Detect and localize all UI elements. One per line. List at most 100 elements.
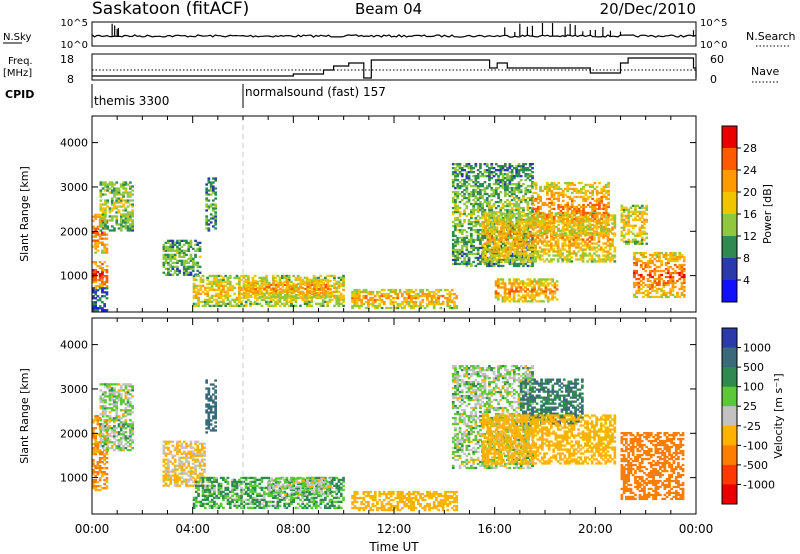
heatmap-cell: [509, 226, 512, 229]
heatmap-cell: [185, 265, 188, 268]
heatmap-cell: [517, 250, 521, 254]
heatmap-cell: [192, 304, 196, 307]
heatmap-cell: [602, 189, 606, 193]
heatmap-cell: [249, 295, 253, 299]
heatmap-cell: [164, 255, 168, 258]
heatmap-cell: [491, 260, 494, 263]
heatmap-cell: [355, 304, 359, 308]
heatmap-cell: [103, 309, 106, 312]
heatmap-cell: [337, 296, 341, 299]
heatmap-cell: [176, 245, 179, 248]
heatmap-cell: [92, 289, 95, 292]
heatmap-cell: [215, 278, 218, 281]
heatmap-cell: [249, 283, 253, 287]
heatmap-cell: [511, 240, 515, 243]
heatmap-cell: [401, 302, 404, 306]
heatmap-cell: [117, 189, 121, 192]
heatmap-cell: [465, 254, 469, 258]
heatmap-cell: [373, 300, 377, 304]
heatmap-cell: [215, 292, 218, 295]
heatmap-cell: [561, 236, 565, 239]
heatmap-cell: [530, 296, 534, 299]
heatmap-cell: [376, 290, 379, 294]
heatmap-cell: [474, 222, 478, 226]
heatmap-cell: [501, 179, 505, 182]
heatmap-cell: [530, 294, 534, 297]
heatmap-cell: [256, 280, 259, 283]
heatmap-cell: [351, 296, 354, 300]
heatmap-cell: [476, 246, 480, 250]
heatmap-cell: [542, 284, 545, 287]
heatmap-cell: [387, 306, 391, 310]
heatmap-cell: [504, 256, 508, 259]
heatmap-cell: [389, 288, 393, 292]
heatmap-cell: [607, 223, 610, 227]
heatmap-cell: [131, 209, 134, 212]
heatmap-cell: [573, 183, 576, 187]
heatmap-cell: [419, 290, 422, 294]
heatmap-cell: [541, 242, 544, 245]
heatmap-cell: [458, 220, 462, 224]
heatmap-cell: [602, 203, 606, 207]
heatmap-cell: [164, 247, 168, 250]
heatmap-cell: [288, 285, 291, 289]
heatmap-cell: [680, 273, 684, 277]
heatmap-cell: [613, 218, 617, 221]
heatmap-cell: [607, 215, 610, 219]
heatmap-cell: [611, 232, 614, 235]
heatmap-cell: [101, 225, 104, 228]
heatmap-cell: [194, 263, 197, 266]
heatmap-cell: [508, 296, 511, 299]
heatmap-cell: [528, 278, 532, 281]
heatmap-cell: [92, 297, 95, 300]
heatmap-cell: [173, 249, 177, 252]
heatmap-cell: [342, 300, 345, 303]
heatmap-cell: [488, 185, 491, 188]
heatmap-cell: [326, 287, 330, 291]
heatmap-cell: [380, 292, 384, 296]
heatmap-cell: [552, 254, 555, 257]
heatmap-cell: [604, 258, 608, 261]
heatmap-cell: [98, 261, 102, 264]
heatmap-cell: [92, 279, 95, 282]
heatmap-cell: [119, 183, 123, 186]
heatmap-cell: [131, 227, 134, 230]
heatmap-cell: [648, 273, 652, 277]
heatmap-cell: [521, 288, 525, 291]
heatmap-cell: [305, 300, 309, 303]
heatmap-cell: [667, 261, 670, 265]
heatmap-cell: [456, 242, 460, 246]
heatmap-cell: [196, 265, 200, 268]
heatmap-cell: [488, 232, 491, 236]
heatmap-cell: [519, 190, 523, 194]
heatmap-cell: [467, 240, 471, 244]
heatmap-cell: [500, 234, 503, 237]
heatmap-cell: [414, 302, 418, 306]
heatmap-cell: [493, 246, 497, 249]
heatmap-cell: [497, 177, 500, 180]
heatmap-cell: [99, 217, 103, 220]
heatmap-cell: [233, 276, 237, 279]
heatmap-cell: [460, 198, 464, 202]
heatmap-cell: [525, 252, 528, 255]
heatmap-cell: [608, 218, 612, 221]
heatmap-cell: [671, 287, 675, 291]
heatmap-cell: [214, 191, 217, 194]
heatmap-cell: [101, 251, 104, 254]
heatmap-cell: [479, 240, 482, 244]
heatmap-cell: [593, 231, 597, 234]
heatmap-cell: [482, 222, 485, 225]
heatmap-cell: [238, 288, 241, 291]
heatmap-cell: [412, 296, 416, 300]
heatmap-cell: [680, 283, 684, 287]
heatmap-cell: [550, 232, 553, 235]
heatmap-cell: [568, 238, 571, 241]
heatmap-cell: [99, 209, 103, 212]
heatmap-cell: [606, 250, 610, 253]
heatmap-cell: [581, 238, 585, 241]
heatmap-cell: [167, 241, 170, 244]
heatmap-cell: [519, 198, 523, 202]
heatmap-cell: [351, 294, 354, 298]
heatmap-cell: [490, 220, 494, 224]
